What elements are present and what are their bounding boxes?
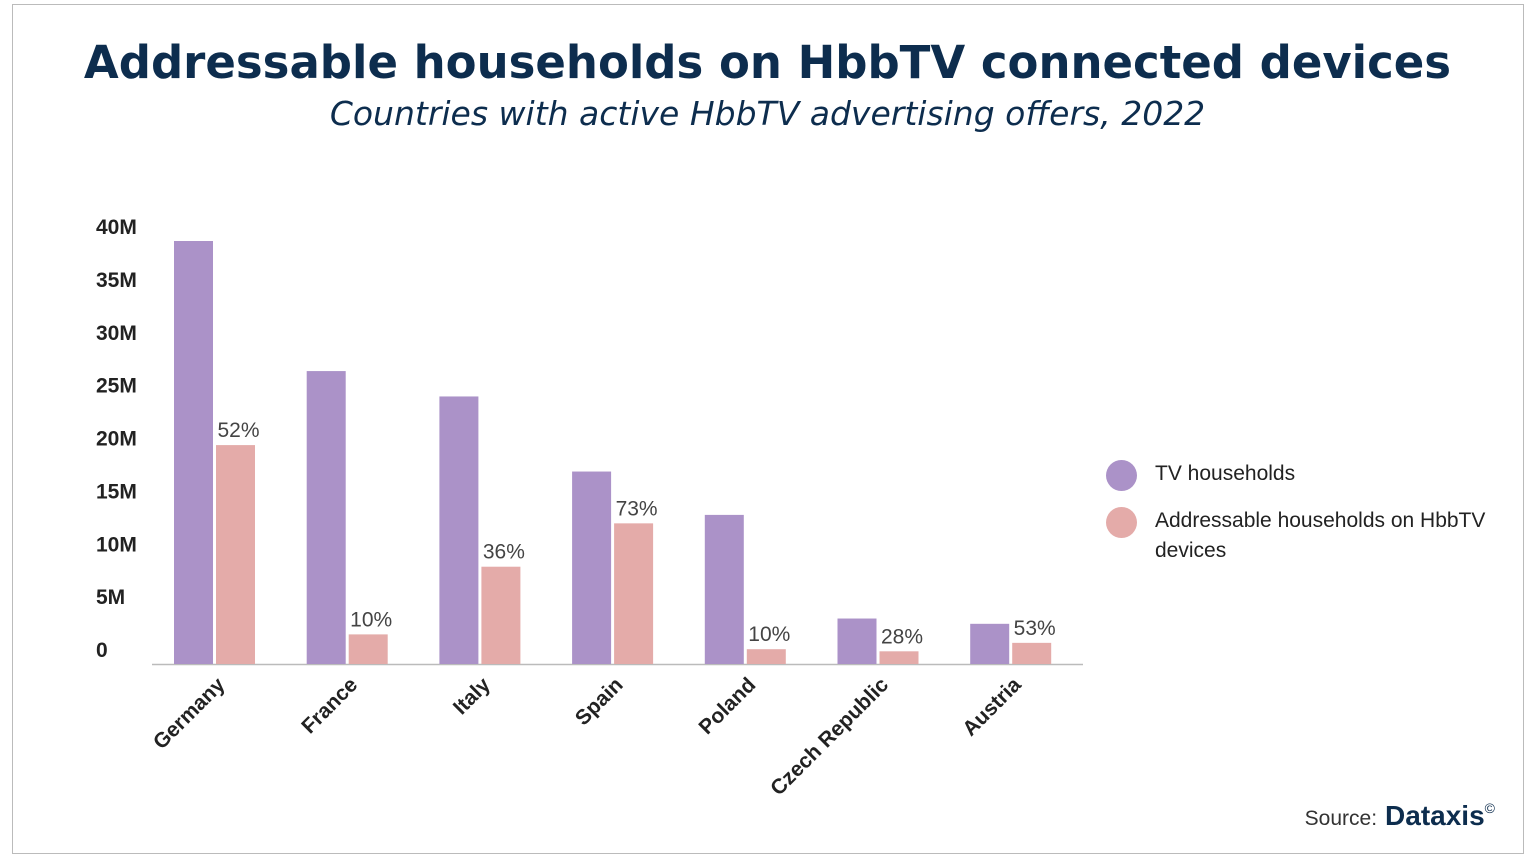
bar-tv-households-italy: [439, 396, 479, 664]
data-label: 73%: [616, 497, 658, 520]
legend-label: Addressable households on HbbTV devices: [1155, 509, 1486, 562]
bar-addressable-austria: [1012, 642, 1052, 664]
x-tick-label: Czech Republic: [766, 673, 893, 800]
bar-tv-households-spain: [572, 471, 612, 664]
bar-tv-households-austria: [970, 623, 1010, 664]
legend-item-addressable: Addressable households on HbbTV devices: [1106, 507, 1505, 566]
bar-tv-households-germany: [174, 241, 213, 664]
legend-label: TV households: [1155, 462, 1296, 485]
copyright-mark: ©: [1484, 800, 1495, 816]
bar-addressable-spain: [614, 523, 654, 664]
bar-addressable-poland: [746, 649, 786, 664]
x-tick-label: Poland: [695, 673, 761, 739]
y-tick-label: 35M: [96, 269, 137, 292]
y-tick-label: 40M: [96, 216, 137, 239]
legend-swatch: [1106, 507, 1137, 538]
data-label: 10%: [350, 608, 392, 631]
legend: TV households Addressable households on …: [1106, 460, 1505, 584]
y-tick-label: 20M: [96, 428, 137, 451]
chart-title: Addressable households on HbbTV connecte…: [83, 36, 1452, 89]
bar-tv-households-poland: [704, 514, 744, 664]
x-tick-label: Austria: [958, 673, 1026, 741]
x-tick-label: Italy: [449, 673, 495, 719]
y-tick-label: 30M: [96, 322, 137, 345]
y-tick-label: 10M: [96, 533, 137, 556]
source-label: Source:: [1304, 807, 1378, 830]
data-label: 36%: [483, 541, 525, 564]
brand-logo: Dataxis: [1385, 800, 1485, 831]
y-tick-label: 15M: [96, 480, 137, 503]
data-label: 28%: [881, 625, 923, 648]
x-tick-label: Spain: [571, 673, 628, 730]
y-tick-label: 25M: [96, 375, 137, 398]
bar-tv-households-france: [306, 371, 346, 664]
legend-swatch: [1106, 460, 1137, 491]
data-label: 53%: [1014, 617, 1056, 640]
x-tick-label: France: [297, 673, 362, 738]
data-label: 52%: [217, 419, 259, 442]
legend-item-tv-households: TV households: [1106, 460, 1505, 491]
bar-addressable-germany: [216, 445, 255, 664]
bar-addressable-czech-republic: [879, 651, 919, 664]
bar-addressable-france: [348, 634, 388, 664]
chart-subtitle: Countries with active HbbTV advertising …: [329, 94, 1206, 133]
chart-frame: [12, 4, 1524, 854]
y-tick-label: 5M: [96, 586, 125, 609]
y-tick-label: 0: [96, 639, 108, 662]
source-note: Source: Dataxis©: [1305, 800, 1495, 832]
bar-tv-households-czech-republic: [837, 618, 877, 664]
x-tick-label: Germany: [149, 673, 230, 754]
bar-addressable-italy: [481, 566, 521, 664]
data-label: 10%: [748, 623, 790, 646]
